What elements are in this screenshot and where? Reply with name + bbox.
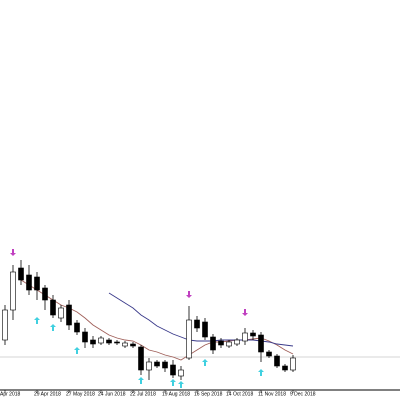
candle-body — [258, 334, 264, 353]
candle-body — [74, 322, 80, 333]
x-tick-label: 16 Sep 2018 — [194, 391, 223, 397]
x-tick-label: 27 May 2018 — [66, 391, 95, 397]
candle-body — [58, 307, 64, 319]
candle-body — [26, 274, 32, 291]
candle-body — [18, 267, 24, 281]
down-arrow — [10, 249, 16, 256]
candle-body — [226, 341, 232, 347]
up-arrow — [74, 347, 80, 354]
x-tick-label: 19 Aug 2018 — [162, 391, 190, 397]
candle-body — [154, 361, 160, 367]
up-arrow — [50, 324, 56, 331]
down-arrow — [242, 309, 248, 316]
moving-average — [108, 292, 294, 347]
candle-body — [234, 339, 240, 345]
candle-body — [186, 319, 192, 359]
candle-body — [266, 351, 272, 357]
candle-body — [178, 369, 184, 377]
candle-body — [218, 340, 224, 346]
candle-body — [210, 336, 216, 351]
candle-body — [242, 332, 248, 342]
candle-body — [130, 343, 136, 347]
candle-body — [250, 332, 256, 337]
candle-body — [282, 365, 288, 371]
moving-average — [20, 279, 294, 361]
up-arrow — [138, 377, 144, 384]
candle-body — [90, 339, 96, 345]
x-tick-label: 9 Dec 2018 — [290, 391, 316, 397]
candle-body — [146, 361, 152, 371]
candle-body — [170, 364, 176, 376]
x-tick-label: 22 Jul 2018 — [130, 391, 156, 397]
up-arrow — [178, 381, 184, 388]
candle-body — [274, 355, 280, 367]
candle-body — [42, 287, 48, 301]
candle-body — [202, 321, 208, 338]
up-arrow — [258, 369, 264, 376]
candle-body — [10, 271, 16, 311]
candle-body — [50, 299, 56, 316]
candle-body — [114, 341, 120, 344]
x-tick-label: 24 Jun 2018 — [98, 391, 126, 397]
up-arrow — [170, 379, 176, 386]
x-tick-label: 14 Oct 2018 — [226, 391, 253, 397]
candle-body — [162, 361, 168, 369]
x-tick-label: 11 Nov 2018 — [258, 391, 286, 397]
x-tick-label: Apr 2018 — [0, 391, 21, 397]
down-arrow — [186, 291, 192, 298]
up-arrow — [202, 359, 208, 366]
x-tick-label: 29 Apr 2018 — [34, 391, 61, 397]
candle-body — [138, 346, 144, 371]
candle-body — [98, 337, 104, 344]
candle-body — [82, 331, 88, 343]
candle-body — [290, 357, 296, 371]
up-arrow — [34, 317, 40, 324]
candle-body — [66, 304, 72, 326]
candle-body — [34, 276, 40, 291]
candle-body — [2, 309, 8, 341]
candle-body — [122, 342, 128, 347]
candle-body — [106, 339, 112, 344]
candle-body — [194, 319, 200, 329]
